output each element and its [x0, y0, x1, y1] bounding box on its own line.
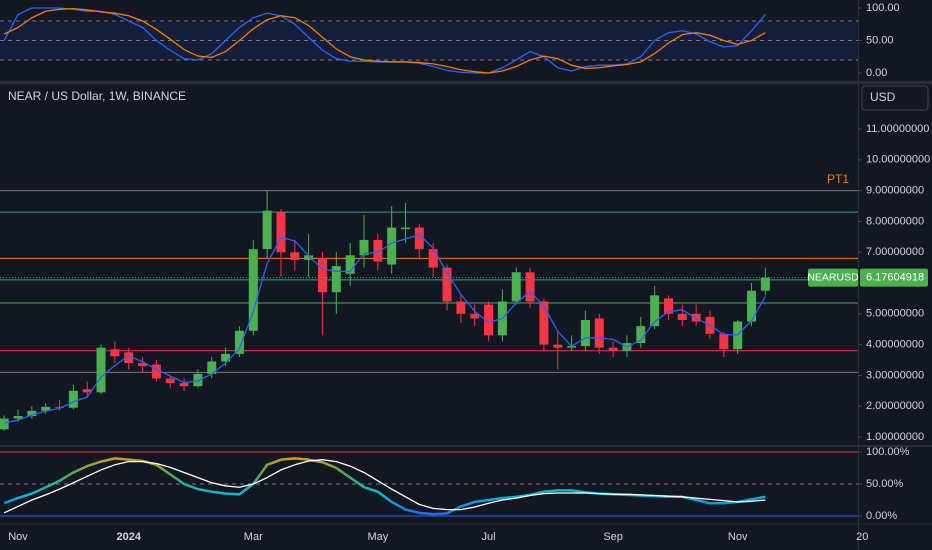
x-tick-label: Jul	[482, 531, 496, 543]
series-line	[3, 459, 766, 514]
candle-body	[221, 353, 231, 362]
candle-body	[138, 363, 148, 367]
y-tick-label: 10.00000000	[866, 154, 930, 166]
candle-body	[511, 272, 521, 302]
currency-button[interactable]	[861, 85, 929, 111]
candle-body	[650, 295, 660, 327]
x-tick-label: 2024	[116, 531, 141, 543]
y-tick-label: 8.00000000	[866, 215, 924, 227]
candle-body	[234, 330, 244, 354]
y-tick-label: 2.00000000	[866, 400, 924, 412]
candle-body	[179, 383, 189, 387]
candle-body	[373, 239, 383, 262]
y-tick-label: 4.00000000	[866, 339, 924, 351]
currency-label[interactable]: USD	[870, 90, 896, 104]
level-label: PT1	[827, 172, 849, 186]
candle-body	[428, 249, 438, 268]
x-tick-label: Mar	[244, 531, 263, 543]
candle-body	[760, 277, 770, 291]
candle-body	[747, 290, 757, 322]
candle-body	[248, 249, 258, 331]
y-tick-label: 7.00000000	[866, 246, 924, 258]
x-tick-label: 20	[856, 531, 868, 543]
candle-body	[0, 418, 9, 430]
candle-body	[110, 349, 120, 357]
candle-body	[401, 227, 411, 230]
plot-area: PT1	[0, 7, 858, 517]
candle-body	[691, 313, 701, 322]
candle-body	[317, 258, 327, 293]
candle-body	[27, 410, 37, 417]
candle-body	[82, 389, 92, 393]
symbol-label: NEARUSD	[807, 271, 859, 283]
y-tick-label: 100.00	[866, 2, 900, 14]
candle-body	[151, 364, 161, 379]
candle-body	[276, 212, 286, 253]
candle-body	[470, 313, 480, 319]
candle-body	[553, 344, 563, 348]
series-line	[3, 7, 766, 74]
candle-body	[636, 326, 646, 344]
candle-body	[68, 390, 78, 408]
y-tick-label: 3.00000000	[866, 369, 924, 381]
candle-body	[41, 406, 51, 411]
y-tick-label: 100.00%	[866, 446, 910, 458]
candle-body	[331, 266, 341, 293]
candle-body	[567, 346, 577, 348]
candle-body	[456, 301, 466, 314]
candle-body	[193, 373, 203, 387]
candle-body	[124, 352, 134, 364]
candle-body	[580, 319, 590, 347]
candle-body	[663, 298, 673, 314]
candle-body	[262, 210, 272, 250]
candle-body	[55, 406, 65, 408]
series-line	[4, 234, 766, 424]
candle-body	[207, 361, 217, 374]
price-tag	[860, 268, 928, 287]
y-tick-label: 1.00000000	[866, 431, 924, 443]
candle-body	[13, 416, 23, 419]
candle-body	[677, 313, 687, 320]
candle-body	[345, 255, 355, 274]
symbol-tag	[808, 268, 858, 287]
chart-title: NEAR / US Dollar, 1W, BINANCE	[8, 89, 186, 103]
y-tick-label: 50.00%	[866, 478, 904, 490]
candle-body	[608, 347, 618, 351]
candle-body	[442, 267, 452, 302]
y-tick-label: 0.00	[866, 67, 887, 79]
candle-body	[387, 227, 397, 265]
candle-body	[165, 378, 175, 384]
candle-body	[304, 255, 314, 260]
x-tick-label: May	[367, 531, 388, 543]
candle-body	[96, 347, 106, 393]
candle-body	[719, 333, 729, 350]
candle-body	[525, 272, 535, 302]
x-tick-label: Nov	[8, 531, 28, 543]
candle-body	[539, 301, 549, 345]
y-tick-label: 9.00000000	[866, 185, 924, 197]
y-tick-label: 11.00000000	[866, 123, 929, 135]
x-tick-label: Nov	[728, 531, 748, 543]
price-label: 6.17604918	[866, 272, 924, 284]
x-tick-label: Sep	[603, 531, 623, 543]
y-tick-label: 0.00%	[866, 510, 897, 522]
candle-body	[414, 227, 424, 250]
y-tick-label: 50.00	[866, 34, 894, 46]
candle-body	[359, 239, 369, 256]
candle-body	[484, 304, 494, 336]
y-tick-label: 5.00000000	[866, 308, 924, 320]
candle-body	[594, 318, 604, 348]
candle-body	[290, 252, 300, 260]
